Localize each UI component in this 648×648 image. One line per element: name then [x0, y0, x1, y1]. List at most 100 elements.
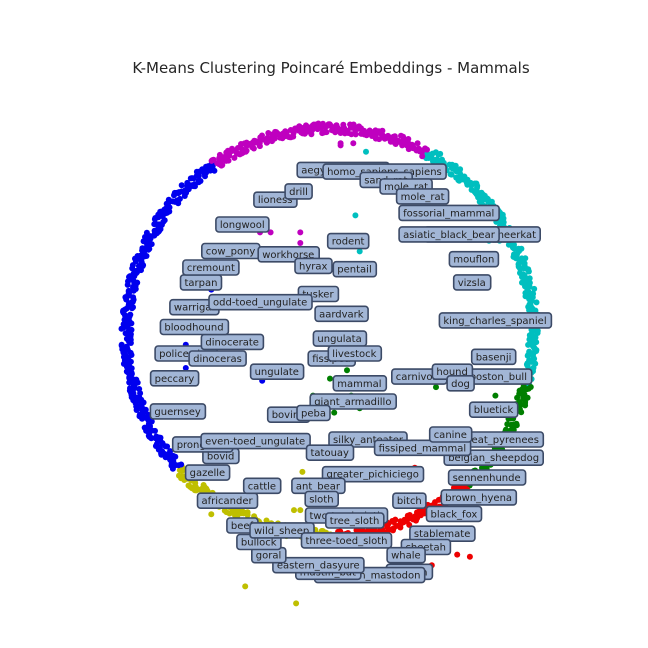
- point-label: odd-toed_ungulate: [208, 293, 313, 311]
- point-label-text: hound: [436, 367, 467, 378]
- data-point: [526, 348, 533, 355]
- data-point: [171, 192, 177, 199]
- data-point: [122, 330, 129, 337]
- point-label: vizsla: [452, 274, 492, 291]
- data-point: [447, 171, 454, 178]
- data-point: [129, 305, 135, 312]
- point-label: whale: [386, 546, 426, 564]
- point-label: livestock: [327, 345, 383, 362]
- point-label-text: gazelle: [190, 468, 226, 479]
- point-label-box: [200, 432, 311, 450]
- point-label-box: [314, 305, 369, 323]
- data-point: [124, 281, 131, 288]
- data-point: [513, 420, 520, 427]
- point-label-text: pentail: [337, 265, 371, 276]
- point-label-text: rodent: [332, 237, 365, 248]
- data-point: [126, 274, 132, 280]
- data-point: [131, 385, 138, 392]
- point-label: guernsey: [149, 403, 207, 420]
- data-point: [337, 140, 344, 147]
- point-label: king_charles_spaniel: [438, 312, 553, 329]
- data-point: [341, 130, 348, 137]
- data-point: [344, 367, 350, 374]
- data-point: [118, 325, 125, 332]
- point-label-text: cow_pony: [206, 247, 256, 258]
- data-point: [519, 279, 525, 286]
- data-point: [453, 174, 460, 181]
- point-label-text: longwool: [220, 220, 265, 231]
- point-label: sloth: [304, 490, 340, 508]
- point-label-text: odd-toed_ungulate: [213, 298, 307, 309]
- data-point: [503, 426, 509, 433]
- data-point: [127, 340, 134, 346]
- point-label: mole_rat: [395, 188, 450, 205]
- point-label-text: fossorial_mammal: [403, 208, 494, 219]
- point-label: bitch: [392, 492, 427, 510]
- data-point: [297, 240, 304, 246]
- data-point: [356, 248, 363, 255]
- point-label-box: [392, 492, 427, 510]
- point-label-text: hyrax: [299, 261, 327, 272]
- data-point: [293, 600, 300, 607]
- point-label-text: stablemate: [414, 529, 470, 540]
- data-point: [517, 270, 523, 276]
- data-point: [531, 285, 538, 292]
- point-label-text: great_pyrenees: [461, 435, 539, 446]
- point-label-text: guernsey: [154, 407, 200, 418]
- point-label-text: aardvark: [319, 309, 364, 320]
- point-label: brown_hyena: [440, 489, 518, 506]
- point-label-box: [321, 465, 425, 483]
- point-label-box: [184, 464, 231, 481]
- point-label-box: [447, 469, 527, 486]
- point-label-text: dog: [451, 379, 470, 390]
- point-label-text: bluetick: [474, 405, 514, 416]
- point-label-box: [324, 512, 385, 529]
- point-label-box: [398, 204, 500, 222]
- data-point: [331, 409, 338, 416]
- point-label-text: bitch: [397, 496, 422, 507]
- data-point: [216, 155, 223, 162]
- data-point: [202, 173, 208, 180]
- point-label-box: [332, 374, 388, 392]
- data-point: [347, 121, 354, 128]
- point-label-text: mouflon: [453, 255, 494, 266]
- point-label-box: [438, 312, 553, 329]
- point-label-text: beef: [231, 521, 254, 532]
- point-label-box: [440, 489, 518, 506]
- point-label: dog: [446, 374, 475, 392]
- data-point: [526, 275, 533, 282]
- point-label: rodent: [326, 232, 370, 250]
- point-label-text: giant_armadillo: [314, 397, 391, 408]
- data-point: [151, 221, 158, 228]
- point-label-box: [327, 345, 383, 362]
- data-point: [340, 121, 347, 128]
- point-label: fissiped_mammal: [373, 439, 472, 457]
- data-point: [244, 512, 251, 518]
- data-point: [429, 150, 436, 157]
- data-point: [265, 130, 272, 136]
- data-point: [450, 165, 456, 172]
- data-point: [208, 511, 215, 518]
- point-label: asiatic_black_bear: [398, 226, 500, 243]
- data-point: [492, 392, 499, 399]
- point-label-text: warrigal: [174, 303, 214, 314]
- point-label-text: tree_sloth: [330, 516, 379, 527]
- point-label-text: sloth: [309, 495, 333, 506]
- data-point: [291, 507, 297, 514]
- point-label-box: [300, 532, 393, 549]
- data-point: [131, 273, 138, 280]
- point-label-box: [249, 522, 315, 539]
- point-label-text: meerkat: [494, 230, 536, 241]
- point-label-text: brown_hyena: [445, 493, 512, 504]
- point-label-text: cattle: [248, 481, 276, 492]
- data-point: [327, 375, 333, 382]
- point-label-text: belgian_sheepdog: [448, 453, 539, 464]
- point-label-box: [332, 260, 378, 278]
- point-label-text: even-toed_ungulate: [205, 437, 305, 448]
- point-label-text: wild_sheep: [254, 526, 309, 537]
- point-label: gazelle: [184, 464, 231, 481]
- data-point: [533, 299, 540, 306]
- point-label-text: sennenhunde: [453, 473, 521, 484]
- point-label-box: [159, 318, 230, 336]
